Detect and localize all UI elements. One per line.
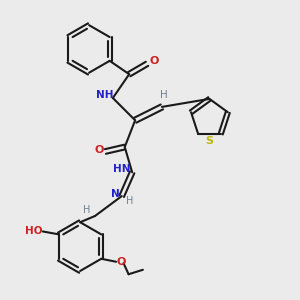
Text: O: O [116,257,126,267]
Text: HN: HN [113,164,130,174]
Text: H: H [83,205,90,215]
Text: S: S [206,136,213,146]
Text: N: N [111,189,120,199]
Text: H: H [160,90,168,100]
Text: O: O [94,145,104,155]
Text: NH: NH [96,90,113,100]
Text: HO: HO [25,226,43,236]
Text: O: O [150,56,159,66]
Text: H: H [125,196,133,206]
